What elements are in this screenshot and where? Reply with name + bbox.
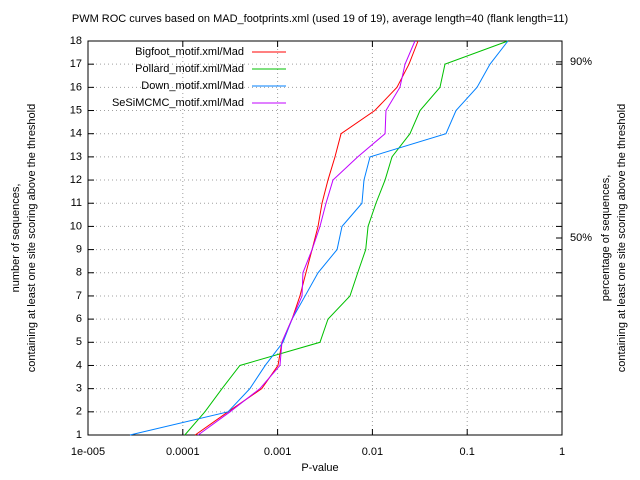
x-tick-label: 0.1 xyxy=(460,446,475,458)
series-line xyxy=(194,40,419,436)
chart-title: PWM ROC curves based on MAD_footprints.x… xyxy=(72,13,568,25)
y-axis-label: containing at least one site scoring abo… xyxy=(26,104,38,372)
y2-axis-label: containing at least one site scoring abo… xyxy=(616,104,628,372)
y-tick-label: 10 xyxy=(70,220,82,232)
x-tick-label: 0.01 xyxy=(362,446,383,458)
x-tick-label: 0.001 xyxy=(264,446,292,458)
y-tick-label: 17 xyxy=(70,58,82,70)
series-line xyxy=(184,40,509,436)
y2-tick-label: 50% xyxy=(570,232,592,244)
legend-label: SeSiMCMC_motif.xml/Mad xyxy=(112,97,244,109)
y-axis-label: number of sequences, xyxy=(10,184,22,293)
x-tick-label: 1e-005 xyxy=(71,446,105,458)
plot-frame xyxy=(87,40,563,436)
y-tick-label: 11 xyxy=(71,197,82,209)
y2-tick-label: 90% xyxy=(570,56,592,68)
y-tick-label: 18 xyxy=(70,35,82,47)
legend-label: Bigfoot_motif.xml/Mad xyxy=(135,46,244,58)
y-tick-label: 1 xyxy=(76,429,82,441)
y-tick-label: 6 xyxy=(76,313,82,325)
y-tick-label: 15 xyxy=(70,104,82,116)
series-line xyxy=(129,40,509,436)
y-tick-label: 4 xyxy=(76,359,82,371)
y-tick-label: 5 xyxy=(76,336,82,348)
y-tick-label: 14 xyxy=(70,128,82,140)
series-line xyxy=(197,40,416,436)
legend-label: Pollard_motif.xml/Mad xyxy=(135,63,244,75)
y-tick-label: 3 xyxy=(76,383,82,395)
y-tick-label: 2 xyxy=(76,406,82,418)
y-tick-label: 7 xyxy=(76,290,82,302)
y-tick-label: 16 xyxy=(70,81,82,93)
y-tick-label: 13 xyxy=(70,151,82,163)
y-tick-label: 9 xyxy=(76,243,82,255)
y-tick-label: 12 xyxy=(70,174,82,186)
x-tick-label: 1 xyxy=(559,446,565,458)
legend-label: Down_motif.xml/Mad xyxy=(141,80,244,92)
x-axis-label: P-value xyxy=(301,462,338,474)
y2-axis-label: percentage of sequences, xyxy=(600,175,612,302)
y-tick-label: 8 xyxy=(76,267,82,279)
x-tick-label: 0.0001 xyxy=(166,446,200,458)
